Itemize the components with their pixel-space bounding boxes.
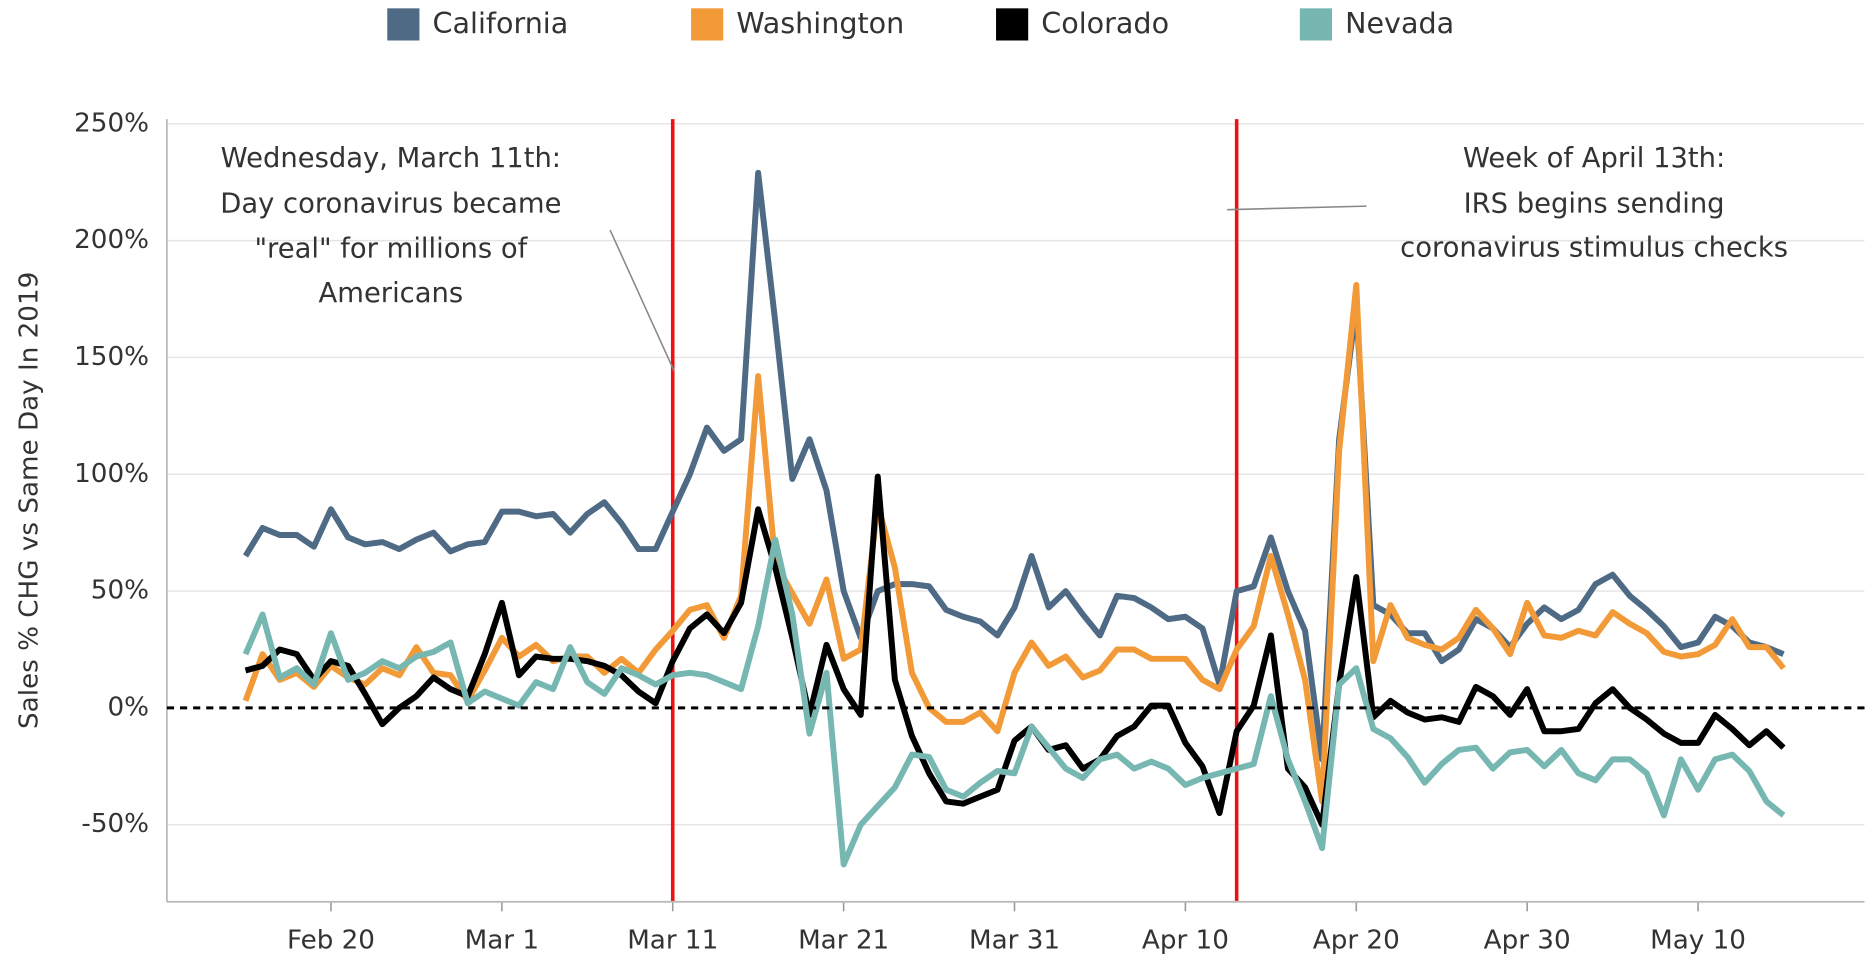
legend-swatch <box>1299 8 1332 41</box>
x-tick-label: Feb 20 <box>287 926 375 956</box>
x-tick-label: May 10 <box>1650 926 1746 956</box>
legend-label: Nevada <box>1345 6 1454 40</box>
y-axis-label: Sales % CHG vs Same Day In 2019 <box>14 272 44 729</box>
series-line <box>242 536 1786 868</box>
annotation-line: Wednesday, March 11th: <box>221 143 561 174</box>
annotation-line: IRS begins sending <box>1464 188 1725 219</box>
x-tick-label: Apr 30 <box>1484 926 1571 956</box>
legend-label: Colorado <box>1041 6 1169 40</box>
series-line <box>242 281 1786 805</box>
y-tick-label: 250% <box>74 108 149 138</box>
lines <box>242 169 1786 868</box>
x-tick-label: Mar 31 <box>969 926 1060 956</box>
y-tick-label: 100% <box>74 459 149 489</box>
grid: -50% 0% 50% 100% 150% 200% 250% Feb 20 Mar 1 Mar … <box>74 108 1865 956</box>
y-tick-label: 200% <box>74 225 149 255</box>
annotation-line: Week of April 13th: <box>1463 143 1725 174</box>
x-tick-label: Apr 20 <box>1313 926 1400 956</box>
x-tick-label: Mar 1 <box>465 926 539 956</box>
x-tick-label: Mar 11 <box>627 926 718 956</box>
series-line <box>242 169 1785 763</box>
annotation-line: "real" for millions of <box>254 234 528 265</box>
annotation: Week of April 13th: IRS begins sending c… <box>1227 143 1788 263</box>
y-tick-label: 0% <box>107 692 149 722</box>
legend-swatch <box>996 8 1029 41</box>
annotation-line: coronavirus stimulus checks <box>1400 232 1788 263</box>
annotation-line: Americans <box>319 278 464 309</box>
x-tick-label: Mar 21 <box>798 926 889 956</box>
legend-label: California <box>433 6 569 40</box>
annotation-line: Day coronavirus became <box>220 188 561 219</box>
y-tick-label: -50% <box>81 809 149 839</box>
annotation-leader <box>1227 205 1367 211</box>
legend-label: Washington <box>736 6 904 40</box>
annotation: Wednesday, March 11th: Day coronavirus b… <box>220 143 676 373</box>
legend-swatch <box>691 8 724 41</box>
y-tick-label: 150% <box>74 342 149 372</box>
legend: California Washington Colorado Nevada <box>387 6 1454 41</box>
legend-swatch <box>387 8 420 41</box>
y-tick-label: 50% <box>91 576 149 606</box>
x-tick-label: Apr 10 <box>1142 926 1229 956</box>
series-line <box>244 473 1786 828</box>
annotation-leader <box>609 229 676 373</box>
